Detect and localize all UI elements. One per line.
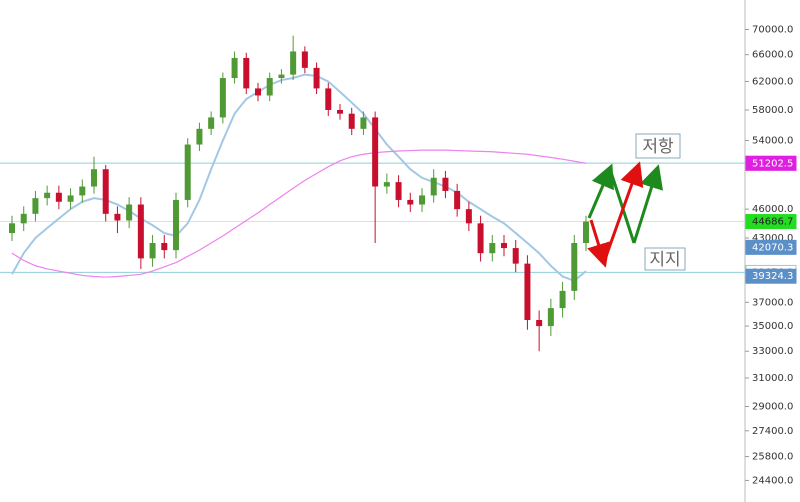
candle-body bbox=[161, 243, 168, 251]
candle-body bbox=[208, 117, 215, 129]
candle-body bbox=[337, 109, 343, 114]
candle-body bbox=[571, 243, 578, 291]
annotation-box bbox=[635, 133, 681, 159]
candle-body bbox=[442, 177, 449, 191]
candle-body bbox=[348, 113, 355, 129]
y-tick-label: 27400.0 bbox=[752, 426, 793, 437]
candle-body bbox=[137, 204, 144, 259]
candle-body bbox=[301, 51, 308, 68]
candle-body bbox=[32, 198, 39, 214]
candle-body bbox=[231, 57, 238, 79]
candle-body bbox=[243, 57, 250, 89]
y-tick-label: 70000.0 bbox=[752, 25, 793, 36]
candle-body bbox=[79, 186, 86, 196]
candle-body bbox=[278, 74, 285, 79]
candle-body bbox=[383, 182, 390, 187]
arrow bbox=[608, 168, 636, 244]
candle-body bbox=[290, 51, 297, 75]
candle-body bbox=[583, 221, 589, 244]
y-tick-label: 43000.0 bbox=[752, 233, 793, 244]
candle-body bbox=[266, 78, 273, 96]
candle-body bbox=[325, 88, 332, 110]
price-label-box bbox=[745, 268, 797, 284]
arrow bbox=[632, 164, 664, 244]
candle-body bbox=[419, 195, 425, 205]
moving-average bbox=[11, 149, 587, 278]
candle-body bbox=[512, 248, 519, 264]
y-tick-label: 25800.0 bbox=[752, 452, 793, 463]
price-label: 44686.7 bbox=[752, 217, 793, 228]
candle-body bbox=[313, 67, 320, 89]
candle-body bbox=[465, 209, 472, 224]
candle-body bbox=[360, 117, 367, 129]
y-tick-label: 46000.0 bbox=[752, 204, 793, 215]
candle-body bbox=[91, 169, 97, 187]
arrow bbox=[602, 161, 644, 263]
y-tick-label: 62000.0 bbox=[752, 76, 793, 87]
arrows bbox=[587, 161, 664, 268]
candle-body bbox=[149, 243, 156, 259]
candle-body bbox=[477, 223, 484, 254]
y-tick-label: 66000.0 bbox=[752, 50, 793, 61]
candle-body bbox=[219, 78, 226, 118]
y-tick-label: 33000.0 bbox=[752, 346, 793, 357]
y-tick-label: 35000.0 bbox=[752, 321, 793, 332]
candle-body bbox=[547, 308, 554, 327]
candle-body bbox=[44, 192, 51, 199]
candle-body bbox=[196, 128, 203, 145]
candle-body bbox=[255, 88, 261, 96]
candle-body bbox=[372, 117, 379, 187]
candle-body bbox=[114, 213, 121, 221]
candle-body bbox=[9, 223, 15, 234]
candle-body bbox=[489, 243, 496, 254]
price-label-box bbox=[745, 239, 797, 255]
candle-body bbox=[395, 182, 402, 200]
price-label: 42070.3 bbox=[752, 242, 793, 253]
y-tick-label: 58000.0 bbox=[752, 105, 793, 116]
plot-area bbox=[0, 35, 745, 352]
candle-body bbox=[454, 190, 461, 210]
candle-body bbox=[501, 243, 507, 249]
price-label: 39324.3 bbox=[752, 271, 793, 282]
candle-body bbox=[559, 290, 566, 309]
candle-body bbox=[173, 199, 179, 251]
annotation-box bbox=[644, 247, 686, 271]
arrow bbox=[587, 163, 614, 219]
y-tick-label: 29000.0 bbox=[752, 402, 793, 413]
candle-body bbox=[536, 320, 543, 327]
candle-body bbox=[55, 192, 62, 202]
annotation: 저항 bbox=[642, 137, 674, 157]
y-tick-label: 37000.0 bbox=[752, 297, 793, 308]
candle-body bbox=[20, 213, 27, 224]
price-label: 51202.5 bbox=[752, 158, 793, 169]
moving-average bbox=[11, 73, 587, 283]
candle-body bbox=[102, 169, 109, 214]
candle-body bbox=[407, 199, 414, 205]
y-tick-label: 24400.0 bbox=[752, 475, 793, 486]
arrow bbox=[587, 219, 611, 268]
candle-body bbox=[126, 204, 133, 221]
candle-body bbox=[430, 177, 437, 196]
annotation: 지지 bbox=[649, 250, 680, 270]
candle-body bbox=[184, 144, 191, 200]
candle-body bbox=[524, 263, 531, 321]
candle-body bbox=[67, 195, 74, 202]
price-label-box bbox=[745, 214, 797, 230]
y-tick-label: 54000.0 bbox=[752, 136, 793, 147]
price-label-box bbox=[745, 155, 797, 171]
y-tick-label: 31000.0 bbox=[752, 373, 793, 384]
